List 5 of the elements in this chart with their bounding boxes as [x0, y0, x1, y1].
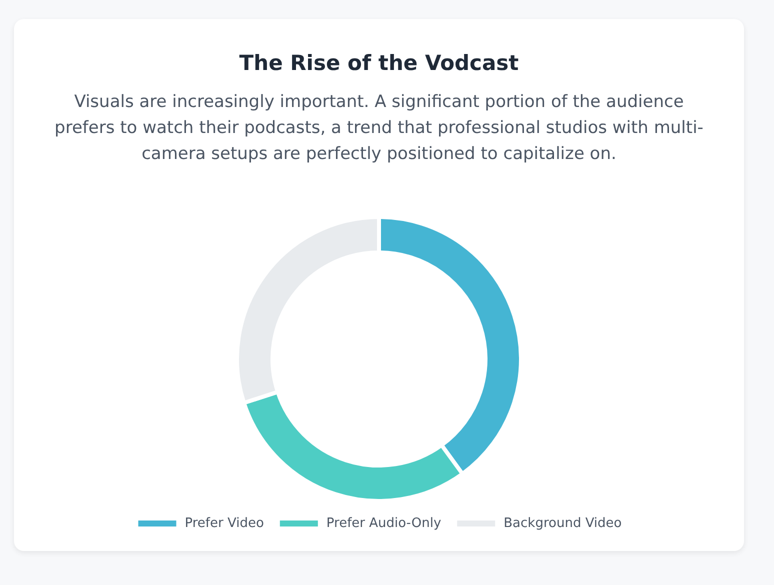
legend-label: Background Video	[504, 516, 622, 531]
legend-label: Prefer Video	[184, 516, 264, 531]
legend-label: Prefer Audio-Only	[326, 516, 442, 531]
chart-subtitle: Visuals are increasingly important. A significant portion of the audience prefers to watch their podcasts, a trend that professional studios with multi-camera setups are perfectly positioned to capitalize on.	[54, 91, 704, 166]
chart-title: The Rise of the Vodcast	[238, 51, 520, 75]
